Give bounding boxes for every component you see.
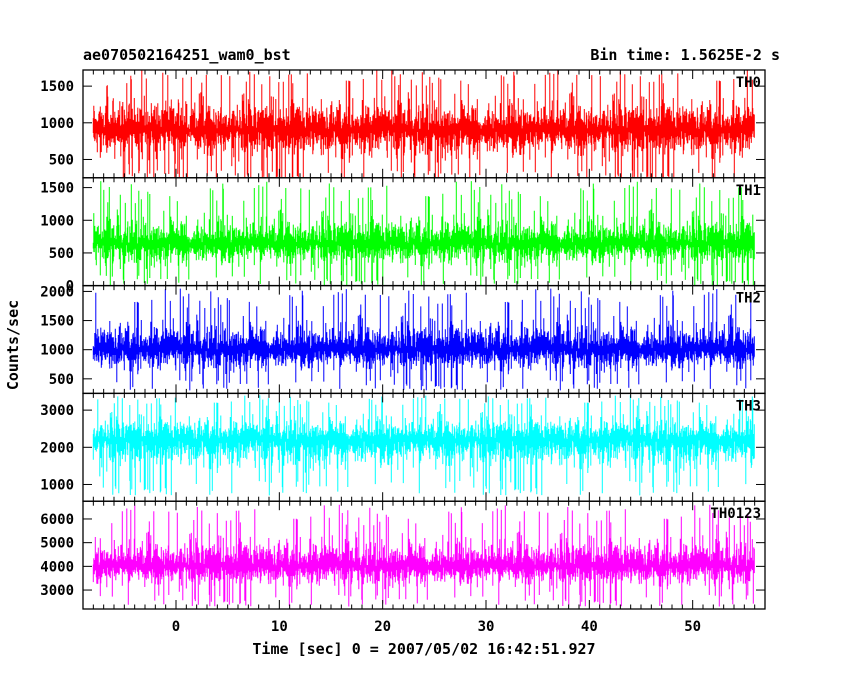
panel-th0123: 3000 4000 5000 6000 TH0123 (40, 500, 766, 610)
x-tick-label: 30 (478, 619, 495, 635)
y-tick-label: 1000 (40, 343, 74, 359)
series-label: TH0 (736, 75, 761, 91)
panel-th0: 500 1000 1500 TH0 (40, 69, 766, 179)
y-tick-label: 1000 (40, 116, 74, 132)
y-tick-label: 2000 (40, 284, 74, 300)
series-label: TH2 (736, 291, 761, 307)
x-tick-label: 10 (271, 619, 288, 635)
panel-th3: 1000 2000 3000 TH3 (40, 392, 766, 502)
series-th1 (92, 181, 755, 286)
series-th3 (92, 395, 755, 496)
series-th0123 (92, 504, 755, 607)
y-tick-label: 500 (49, 372, 74, 388)
y-tick-label: 3000 (40, 583, 74, 599)
y-tick-label: 1500 (40, 314, 74, 330)
x-axis-label: Time [sec] 0 = 2007/05/02 16:42:51.927 (252, 640, 595, 658)
y-tick-label: 1500 (40, 79, 74, 95)
series-label: TH3 (736, 398, 761, 414)
y-tick-label: 5000 (40, 536, 74, 552)
panel-th1: 0 500 1000 1500 TH1 (40, 177, 766, 295)
y-tick-label: 4000 (40, 559, 74, 575)
y-tick-label: 0 (66, 279, 74, 295)
series-th2 (92, 288, 755, 391)
x-tick-label: 0 (172, 619, 180, 635)
y-tick-label: 2000 (40, 440, 74, 456)
series-label: TH1 (736, 183, 761, 199)
chart-title: ae070502164251_wam0_bst (83, 46, 291, 64)
panel-th2: 500 1000 1500 2000 TH2 (40, 284, 766, 395)
y-axis-label: Counts/sec (4, 300, 22, 390)
y-tick-label: 1000 (40, 477, 74, 493)
x-tick-label: 40 (581, 619, 598, 635)
y-tick-label: 1500 (40, 181, 74, 197)
y-tick-label: 6000 (40, 512, 74, 528)
y-tick-label: 500 (49, 152, 74, 168)
y-tick-label: 3000 (40, 403, 74, 419)
series-label: TH0123 (710, 506, 761, 522)
bin-time-label: Bin time: 1.5625E-2 s (590, 46, 780, 64)
x-tick-label: 20 (374, 619, 391, 635)
x-tick-label: 50 (684, 619, 701, 635)
y-tick-label: 500 (49, 246, 74, 262)
y-tick-label: 1000 (40, 213, 74, 229)
series-th0 (92, 70, 755, 178)
